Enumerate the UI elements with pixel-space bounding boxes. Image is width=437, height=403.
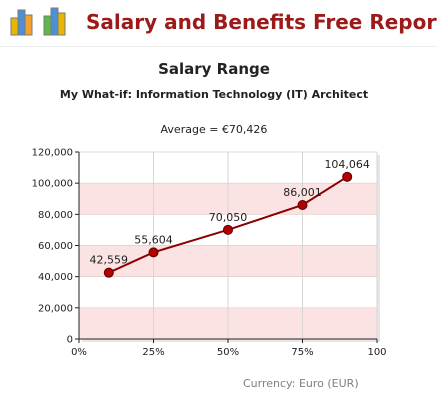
- average-row: Average = €70,426: [0, 123, 428, 136]
- data-label: 86,001: [283, 186, 322, 199]
- data-point: [342, 171, 353, 182]
- x-tick-label: 100: [367, 347, 386, 358]
- chart-title: Salary Range: [158, 60, 270, 78]
- y-tick-label: 20,000: [38, 303, 73, 314]
- chart-subtitle: My What-if: Information Technology (IT) …: [59, 88, 369, 101]
- y-tick-label: 0: [67, 335, 73, 346]
- y-tick-label: 60,000: [38, 241, 73, 252]
- x-tick-label: 25%: [142, 347, 164, 358]
- average-label: Average =: [160, 123, 222, 136]
- data-point: [148, 247, 159, 258]
- average-value: €70,426: [221, 123, 268, 136]
- data-point: [103, 267, 114, 278]
- y-tick-label: 40,000: [38, 272, 73, 283]
- data-label: 55,604: [134, 233, 173, 246]
- x-tick-label: 75%: [291, 347, 313, 358]
- bar-chart-logo-icon: [10, 7, 66, 36]
- data-label: 70,050: [209, 211, 248, 224]
- x-tick-label: 50%: [217, 347, 239, 358]
- y-tick-label: 100,000: [32, 179, 73, 190]
- data-label: 104,064: [324, 158, 370, 171]
- report-header: Salary and Benefits Free Report: [0, 0, 437, 47]
- y-tick-label: 120,000: [32, 148, 73, 159]
- x-tick-label: 0%: [71, 347, 87, 358]
- currency-label: Currency: Euro (EUR): [243, 377, 359, 390]
- data-point: [297, 199, 308, 210]
- y-tick-label: 80,000: [38, 210, 73, 221]
- report-title: Salary and Benefits Free Report: [86, 10, 437, 34]
- data-label: 42,559: [90, 254, 129, 267]
- data-point: [223, 224, 233, 235]
